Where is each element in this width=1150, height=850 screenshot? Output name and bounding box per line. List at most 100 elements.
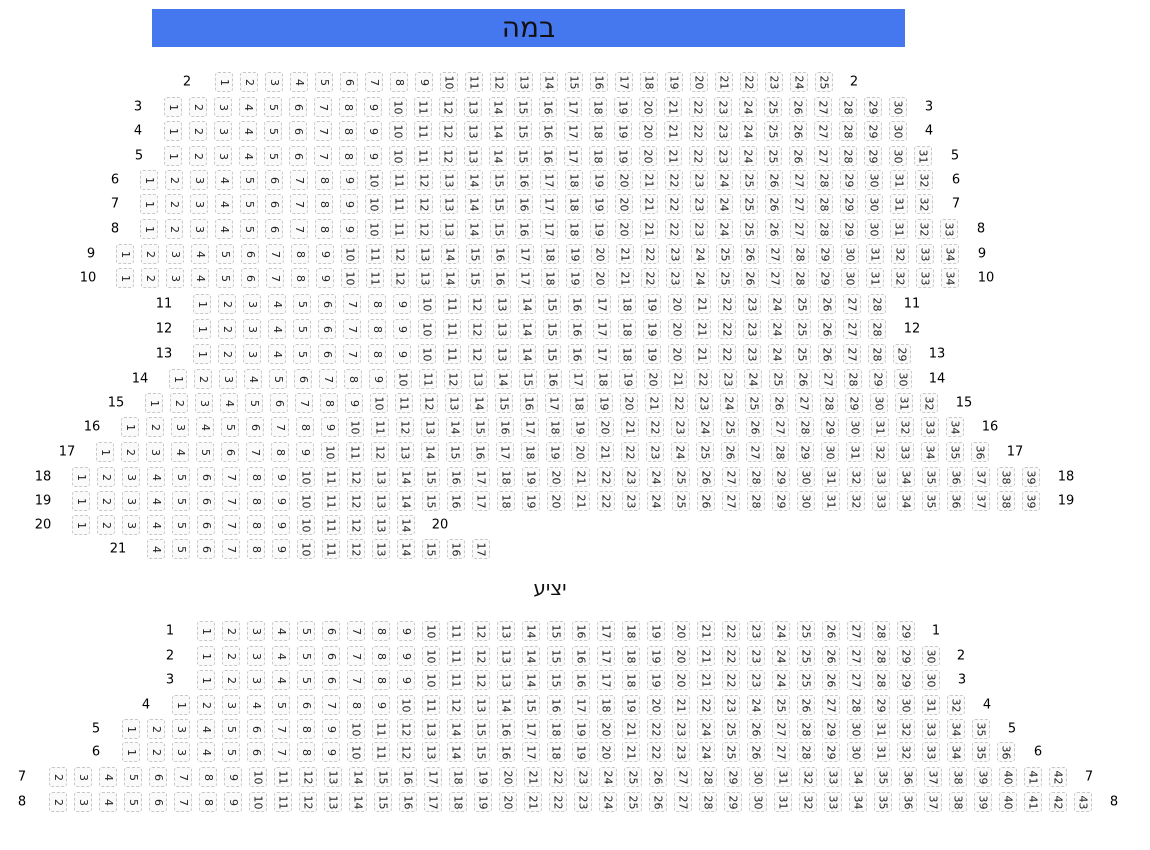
- balcony-seat[interactable]: 12: [472, 646, 490, 666]
- hall-seat[interactable]: 38: [997, 467, 1015, 487]
- balcony-seat[interactable]: 2: [49, 767, 67, 787]
- hall-seat[interactable]: 16: [515, 170, 533, 190]
- hall-seat[interactable]: 28: [815, 219, 833, 239]
- hall-seat[interactable]: 23: [690, 194, 708, 214]
- hall-seat[interactable]: 10: [418, 294, 436, 314]
- balcony-seat[interactable]: 13: [324, 792, 342, 812]
- balcony-seat[interactable]: 30: [847, 719, 865, 739]
- hall-seat[interactable]: 23: [714, 146, 732, 166]
- hall-seat[interactable]: 28: [820, 393, 838, 413]
- balcony-seat[interactable]: 28: [872, 621, 890, 641]
- balcony-seat[interactable]: 20: [499, 767, 517, 787]
- hall-seat[interactable]: 2: [165, 170, 183, 190]
- hall-seat[interactable]: 23: [622, 491, 640, 511]
- hall-seat[interactable]: 20: [620, 393, 638, 413]
- hall-seat[interactable]: 13: [416, 244, 434, 264]
- hall-seat[interactable]: 1: [164, 146, 182, 166]
- hall-seat[interactable]: 21: [640, 219, 658, 239]
- hall-seat[interactable]: 20: [547, 467, 565, 487]
- hall-seat[interactable]: 3: [122, 515, 140, 535]
- hall-seat[interactable]: 29: [864, 97, 882, 117]
- hall-seat[interactable]: 14: [489, 121, 507, 141]
- hall-seat[interactable]: 17: [593, 344, 611, 364]
- balcony-seat[interactable]: 39: [974, 767, 992, 787]
- hall-seat[interactable]: 30: [889, 97, 907, 117]
- hall-seat[interactable]: 27: [790, 194, 808, 214]
- hall-seat[interactable]: 10: [365, 170, 383, 190]
- hall-seat[interactable]: 9: [340, 219, 358, 239]
- hall-seat[interactable]: 26: [789, 97, 807, 117]
- hall-seat[interactable]: 6: [289, 97, 307, 117]
- balcony-seat[interactable]: 1: [122, 742, 140, 762]
- hall-seat[interactable]: 2: [218, 294, 236, 314]
- hall-seat[interactable]: 32: [915, 194, 933, 214]
- hall-seat[interactable]: 1: [193, 344, 211, 364]
- hall-seat[interactable]: 21: [715, 72, 733, 92]
- balcony-seat[interactable]: 36: [899, 767, 917, 787]
- balcony-seat[interactable]: 4: [99, 767, 117, 787]
- hall-seat[interactable]: 12: [439, 121, 457, 141]
- hall-seat[interactable]: 35: [946, 442, 964, 462]
- hall-seat[interactable]: 14: [397, 467, 415, 487]
- hall-seat[interactable]: 2: [194, 369, 212, 389]
- balcony-seat[interactable]: 27: [772, 719, 790, 739]
- hall-seat[interactable]: 15: [490, 219, 508, 239]
- hall-seat[interactable]: 8: [291, 268, 309, 288]
- hall-seat[interactable]: 8: [344, 369, 362, 389]
- balcony-seat[interactable]: 30: [922, 646, 940, 666]
- hall-seat[interactable]: 20: [591, 268, 609, 288]
- balcony-seat[interactable]: 19: [647, 646, 665, 666]
- hall-seat[interactable]: 28: [791, 244, 809, 264]
- hall-seat[interactable]: 5: [264, 121, 282, 141]
- balcony-seat[interactable]: 21: [697, 621, 715, 641]
- hall-seat[interactable]: 10: [370, 393, 388, 413]
- balcony-seat[interactable]: 4: [197, 742, 215, 762]
- balcony-seat[interactable]: 38: [949, 792, 967, 812]
- hall-seat[interactable]: 11: [390, 219, 408, 239]
- hall-seat[interactable]: 6: [241, 268, 259, 288]
- hall-seat[interactable]: 10: [341, 268, 359, 288]
- hall-seat[interactable]: 13: [493, 319, 511, 339]
- hall-seat[interactable]: 3: [265, 72, 283, 92]
- hall-seat[interactable]: 14: [540, 72, 558, 92]
- hall-seat[interactable]: 9: [272, 539, 290, 559]
- balcony-seat[interactable]: 31: [872, 719, 890, 739]
- hall-seat[interactable]: 15: [565, 72, 583, 92]
- hall-seat[interactable]: 12: [347, 491, 365, 511]
- hall-seat[interactable]: 7: [343, 344, 361, 364]
- hall-seat[interactable]: 11: [322, 467, 340, 487]
- hall-seat[interactable]: 6: [197, 491, 215, 511]
- balcony-seat[interactable]: 13: [472, 695, 490, 715]
- hall-seat[interactable]: 22: [718, 344, 736, 364]
- balcony-seat[interactable]: 28: [847, 695, 865, 715]
- hall-seat[interactable]: 24: [744, 369, 762, 389]
- balcony-seat[interactable]: 17: [424, 792, 442, 812]
- hall-seat[interactable]: 5: [240, 170, 258, 190]
- balcony-seat[interactable]: 12: [397, 742, 415, 762]
- hall-seat[interactable]: 11: [322, 539, 340, 559]
- hall-seat[interactable]: 28: [815, 194, 833, 214]
- balcony-seat[interactable]: 42: [1049, 767, 1067, 787]
- hall-seat[interactable]: 24: [691, 268, 709, 288]
- hall-seat[interactable]: 13: [469, 369, 487, 389]
- hall-seat[interactable]: 29: [845, 393, 863, 413]
- hall-seat[interactable]: 11: [346, 442, 364, 462]
- balcony-seat[interactable]: 35: [874, 767, 892, 787]
- hall-seat[interactable]: 1: [72, 515, 90, 535]
- balcony-seat[interactable]: 13: [497, 646, 515, 666]
- hall-seat[interactable]: 1: [140, 219, 158, 239]
- hall-seat[interactable]: 7: [222, 539, 240, 559]
- hall-seat[interactable]: 23: [695, 393, 713, 413]
- balcony-seat[interactable]: 21: [622, 742, 640, 762]
- balcony-seat[interactable]: 12: [447, 695, 465, 715]
- hall-seat[interactable]: 28: [839, 97, 857, 117]
- hall-seat[interactable]: 24: [739, 146, 757, 166]
- hall-seat[interactable]: 10: [297, 491, 315, 511]
- hall-seat[interactable]: 24: [647, 467, 665, 487]
- hall-seat[interactable]: 28: [747, 491, 765, 511]
- hall-seat[interactable]: 1: [116, 268, 134, 288]
- balcony-seat[interactable]: 9: [322, 742, 340, 762]
- balcony-seat[interactable]: 30: [922, 670, 940, 690]
- hall-seat[interactable]: 36: [971, 442, 989, 462]
- hall-seat[interactable]: 7: [222, 515, 240, 535]
